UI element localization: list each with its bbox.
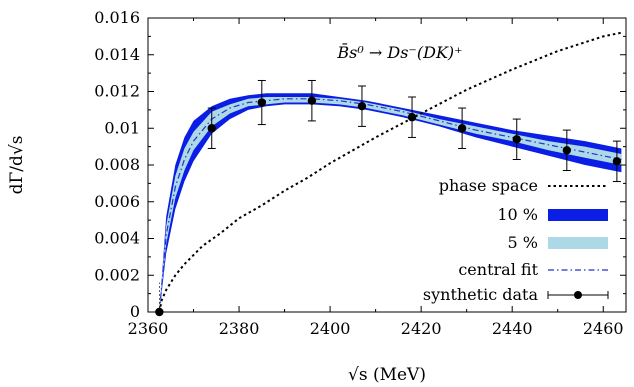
band-5pct <box>159 97 622 312</box>
legend-swatch-point <box>574 291 582 299</box>
decay-annotation: B̄s⁰ → Ds⁻(DK)⁺ <box>336 41 462 62</box>
data-point <box>457 124 467 133</box>
data-point <box>612 157 622 166</box>
x-tick-label: 2460 <box>583 319 624 338</box>
plot-frame <box>147 17 627 313</box>
legend-swatch-band <box>548 209 608 221</box>
legend-swatch-band <box>548 237 608 249</box>
y-tick-label: 0.004 <box>94 229 140 248</box>
y-tick-label: 0.002 <box>94 265 140 284</box>
band-10pct <box>159 93 622 312</box>
ticks-layer: 2360 2380 2400 2420 2440 2460 0 0.002 0.004 0.006… <box>94 8 626 338</box>
data-point <box>207 124 216 133</box>
data-point <box>562 146 572 155</box>
legend-label: 5 % <box>508 233 538 252</box>
legend-label: synthetic data <box>423 285 539 304</box>
y-tick-label: 0.006 <box>94 192 140 211</box>
legend-label: central fit <box>458 260 538 279</box>
y-tick-label: 0.008 <box>94 155 140 174</box>
synthetic-data-layer <box>155 79 622 317</box>
legend-label: phase space <box>439 176 538 195</box>
y-tick-label: 0.014 <box>94 45 140 64</box>
phase-space-line <box>158 31 622 313</box>
data-point <box>257 98 267 107</box>
data-point <box>407 113 417 122</box>
central-fit-line <box>158 98 622 313</box>
data-point <box>307 96 317 105</box>
x-tick-label: 2400 <box>310 319 351 338</box>
x-tick-label: 2420 <box>401 319 442 338</box>
y-tick-label: 0.01 <box>104 118 140 137</box>
lines-layer <box>158 31 622 313</box>
data-point <box>512 135 521 144</box>
legend: phase space 10 % 5 % central fit synthetic d… <box>423 176 609 304</box>
x-tick-label: 2360 <box>128 319 169 338</box>
y-tick-label: 0.016 <box>94 8 140 27</box>
y-tick-label: 0 <box>130 302 140 321</box>
y-axis-label: dΓ/d√s <box>7 136 27 195</box>
bands-layer <box>159 93 622 312</box>
x-axis-label: √s (MeV) <box>348 365 426 385</box>
x-tick-label: 2380 <box>219 319 260 338</box>
legend-label: 10 % <box>497 205 538 224</box>
data-point <box>357 102 367 111</box>
x-tick-label: 2440 <box>492 319 533 338</box>
y-tick-label: 0.012 <box>94 82 140 101</box>
